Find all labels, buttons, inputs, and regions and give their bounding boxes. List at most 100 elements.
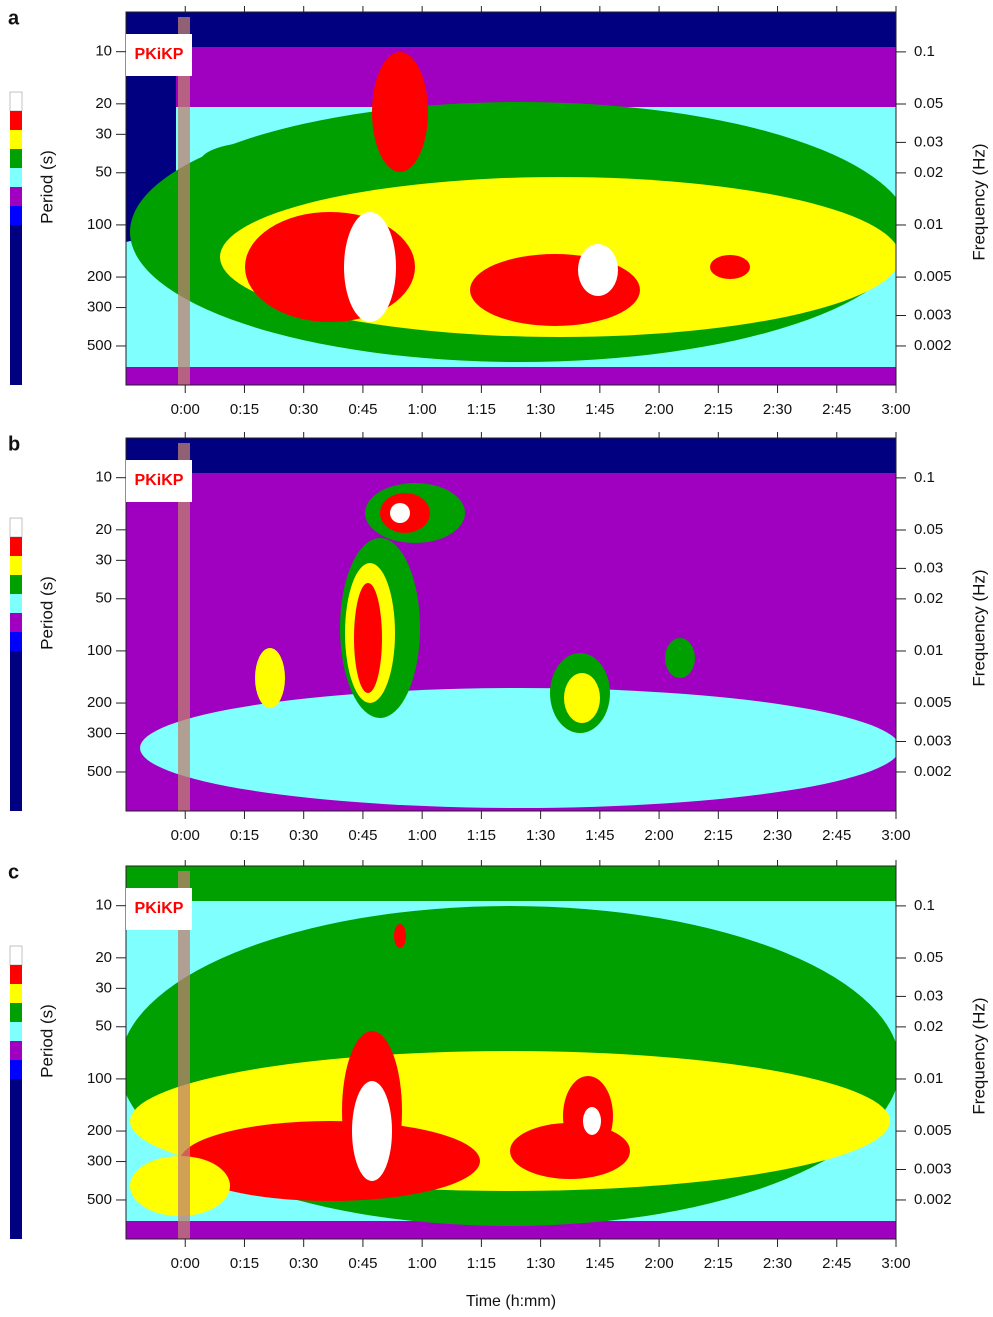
y-axis-label: Period (s) bbox=[37, 576, 56, 650]
y-tick-label: 500 bbox=[87, 1191, 112, 1208]
colorbar-segment bbox=[9, 91, 23, 112]
y-tick-label: 300 bbox=[87, 725, 112, 742]
contour-region bbox=[710, 255, 750, 279]
heatmap-band bbox=[126, 47, 896, 107]
x-tick-label: 2:45 bbox=[822, 401, 851, 418]
colorbar-segment bbox=[10, 594, 22, 613]
contour-region bbox=[578, 244, 618, 296]
panel-label: a bbox=[8, 7, 20, 29]
y2-axis-label: Frequency (Hz) bbox=[969, 143, 988, 260]
panel: PKiKP c 0:00 0:15 0:30 0:45 1:00 1:15 1:30 1:45 2:… bbox=[8, 860, 988, 1310]
y2-tick-label: 0.003 bbox=[914, 732, 952, 749]
y-tick-label: 500 bbox=[87, 337, 112, 354]
x-tick-label: 1:30 bbox=[526, 1255, 555, 1272]
annotation-box bbox=[126, 460, 192, 502]
colorbar-segment bbox=[10, 984, 22, 1003]
y-axis-label: Period (s) bbox=[37, 150, 56, 224]
y-tick-label: 100 bbox=[87, 216, 112, 233]
colorbar-segment bbox=[10, 1079, 22, 1239]
contour-region bbox=[255, 648, 285, 708]
y-tick-label: 300 bbox=[87, 299, 112, 316]
x-tick-label: 0:00 bbox=[171, 1255, 200, 1272]
y2-tick-label: 0.03 bbox=[914, 133, 943, 150]
x-tick-label: 0:15 bbox=[230, 1255, 259, 1272]
y2-tick-label: 0.02 bbox=[914, 1018, 943, 1035]
contour-region bbox=[200, 142, 320, 182]
heatmap-bottom bbox=[126, 1221, 896, 1239]
colorbar-segment bbox=[9, 945, 23, 966]
x-tick-label: 0:15 bbox=[230, 827, 259, 844]
colorbar-segment bbox=[10, 111, 22, 130]
colorbar-segment bbox=[10, 1060, 22, 1079]
colorbar-segment bbox=[10, 575, 22, 594]
x-tick-label: 3:00 bbox=[881, 401, 910, 418]
colorbar-segment bbox=[10, 613, 22, 632]
frame bbox=[125, 11, 897, 386]
contour-region bbox=[180, 1121, 480, 1201]
x-tick-label: 1:15 bbox=[467, 401, 496, 418]
x-tick-label: 0:15 bbox=[230, 401, 259, 418]
x-tick-label: 2:30 bbox=[763, 1255, 792, 1272]
panel: PKiKP b 0:00 0:15 0:30 0:45 1:00 1:15 1:30 1:45 2:… bbox=[8, 432, 988, 844]
x-tick-label: 2:45 bbox=[822, 1255, 851, 1272]
y2-tick-label: 0.005 bbox=[914, 694, 952, 711]
y2-tick-label: 0.02 bbox=[914, 590, 943, 607]
y2-tick-label: 0.003 bbox=[914, 306, 952, 323]
y-tick-label: 300 bbox=[87, 1153, 112, 1170]
y-tick-label: 200 bbox=[87, 694, 112, 711]
panel: PKiKP a 0:00 0:15 0:30 0:45 1:00 1:15 1:30 1:45 2:… bbox=[8, 6, 988, 418]
y-tick-label: 200 bbox=[87, 1122, 112, 1139]
heatmap bbox=[126, 12, 896, 385]
heatmap-bottom bbox=[126, 367, 896, 385]
y-tick-label: 20 bbox=[95, 95, 112, 112]
colorbar-segment bbox=[10, 1003, 22, 1022]
x-tick-label: 1:00 bbox=[408, 401, 437, 418]
annotation-box bbox=[126, 888, 192, 930]
annotation-box bbox=[126, 34, 192, 76]
colorbar-segment bbox=[10, 187, 22, 206]
x-tick-label: 2:30 bbox=[763, 827, 792, 844]
y-tick-label: 100 bbox=[87, 642, 112, 659]
x-tick-label: 2:15 bbox=[704, 827, 733, 844]
contour-region bbox=[352, 1081, 392, 1181]
phase-marker bbox=[178, 443, 190, 811]
y2-tick-label: 0.002 bbox=[914, 1191, 952, 1208]
y-axis-label: Period (s) bbox=[37, 1004, 56, 1078]
x-tick-label: 0:30 bbox=[289, 1255, 318, 1272]
heatmap-top bbox=[126, 866, 896, 901]
y-tick-label: 100 bbox=[87, 1070, 112, 1087]
y2-tick-label: 0.01 bbox=[914, 1070, 943, 1087]
y2-axis-label: Frequency (Hz) bbox=[969, 997, 988, 1114]
contour-region bbox=[372, 52, 428, 172]
panel-label: c bbox=[8, 861, 19, 883]
colorbar-segment bbox=[10, 130, 22, 149]
frame bbox=[125, 865, 897, 1240]
x-tick-label: 0:45 bbox=[348, 827, 377, 844]
y-tick-label: 10 bbox=[95, 43, 112, 60]
y2-tick-label: 0.01 bbox=[914, 642, 943, 659]
contour-region bbox=[564, 673, 600, 723]
y2-tick-label: 0.05 bbox=[914, 521, 943, 538]
y2-tick-label: 0.1 bbox=[914, 897, 935, 914]
x-tick-label: 0:30 bbox=[289, 827, 318, 844]
y2-tick-label: 0.03 bbox=[914, 987, 943, 1004]
x-tick-label: 1:00 bbox=[408, 827, 437, 844]
heatmap bbox=[126, 438, 896, 811]
x-tick-label: 2:00 bbox=[644, 401, 673, 418]
colorbar-segment bbox=[10, 168, 22, 187]
x-tick-label: 0:00 bbox=[171, 827, 200, 844]
colorbar-segment bbox=[10, 1041, 22, 1060]
colorbar-segment bbox=[10, 651, 22, 811]
y-tick-label: 50 bbox=[95, 590, 112, 607]
x-tick-label: 1:30 bbox=[526, 401, 555, 418]
phase-marker bbox=[178, 17, 190, 385]
y2-tick-label: 0.1 bbox=[914, 469, 935, 486]
colorbar-segment bbox=[10, 206, 22, 225]
x-tick-label: 0:30 bbox=[289, 401, 318, 418]
x-tick-label: 0:00 bbox=[171, 401, 200, 418]
x-tick-label: 1:15 bbox=[467, 1255, 496, 1272]
x-tick-label: 1:30 bbox=[526, 827, 555, 844]
y-tick-label: 30 bbox=[95, 551, 112, 568]
heatmap-top bbox=[126, 438, 896, 473]
